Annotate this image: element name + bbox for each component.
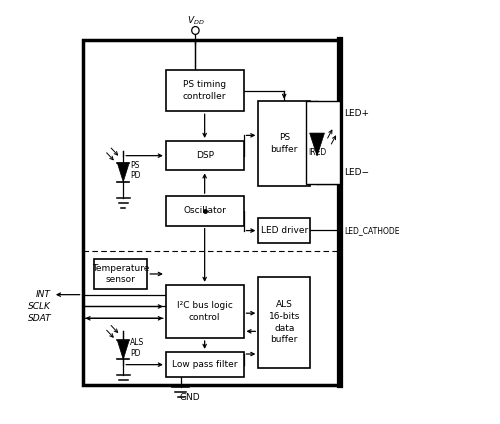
- Text: SDAT: SDAT: [28, 314, 51, 323]
- Text: IRED: IRED: [308, 148, 326, 157]
- Bar: [258, 277, 310, 368]
- Bar: [258, 101, 310, 186]
- Text: $V_{DD}$: $V_{DD}$: [186, 14, 204, 27]
- Polygon shape: [118, 163, 129, 182]
- Text: SCLK: SCLK: [28, 302, 51, 311]
- Text: PS timing
controller: PS timing controller: [183, 80, 226, 101]
- Bar: [166, 285, 244, 338]
- Text: DSP: DSP: [196, 151, 214, 160]
- Text: PS
buffer: PS buffer: [270, 134, 298, 154]
- Text: LED_CATHODE: LED_CATHODE: [344, 226, 400, 235]
- Polygon shape: [118, 340, 129, 359]
- Bar: [82, 40, 340, 385]
- Text: LED−: LED−: [344, 168, 369, 177]
- Bar: [166, 141, 244, 170]
- Text: ALS
16-bits
data
buffer: ALS 16-bits data buffer: [268, 300, 300, 344]
- Bar: [258, 218, 310, 243]
- Bar: [166, 70, 244, 112]
- Text: LED driver: LED driver: [260, 226, 308, 235]
- Text: GND: GND: [180, 393, 200, 402]
- Text: Oscillator: Oscillator: [183, 206, 226, 215]
- Text: ALS
PD: ALS PD: [130, 338, 144, 357]
- Bar: [166, 352, 244, 377]
- Text: LED+: LED+: [344, 109, 369, 118]
- Bar: [166, 196, 244, 226]
- Text: Temperature
sensor: Temperature sensor: [92, 264, 149, 285]
- Text: I²C bus logic
control: I²C bus logic control: [176, 301, 233, 322]
- Bar: [306, 101, 340, 184]
- Text: Low pass filter: Low pass filter: [172, 360, 238, 369]
- Bar: [94, 259, 148, 289]
- Text: INT: INT: [36, 290, 51, 299]
- Polygon shape: [310, 133, 324, 156]
- Text: PS
PD: PS PD: [130, 161, 140, 180]
